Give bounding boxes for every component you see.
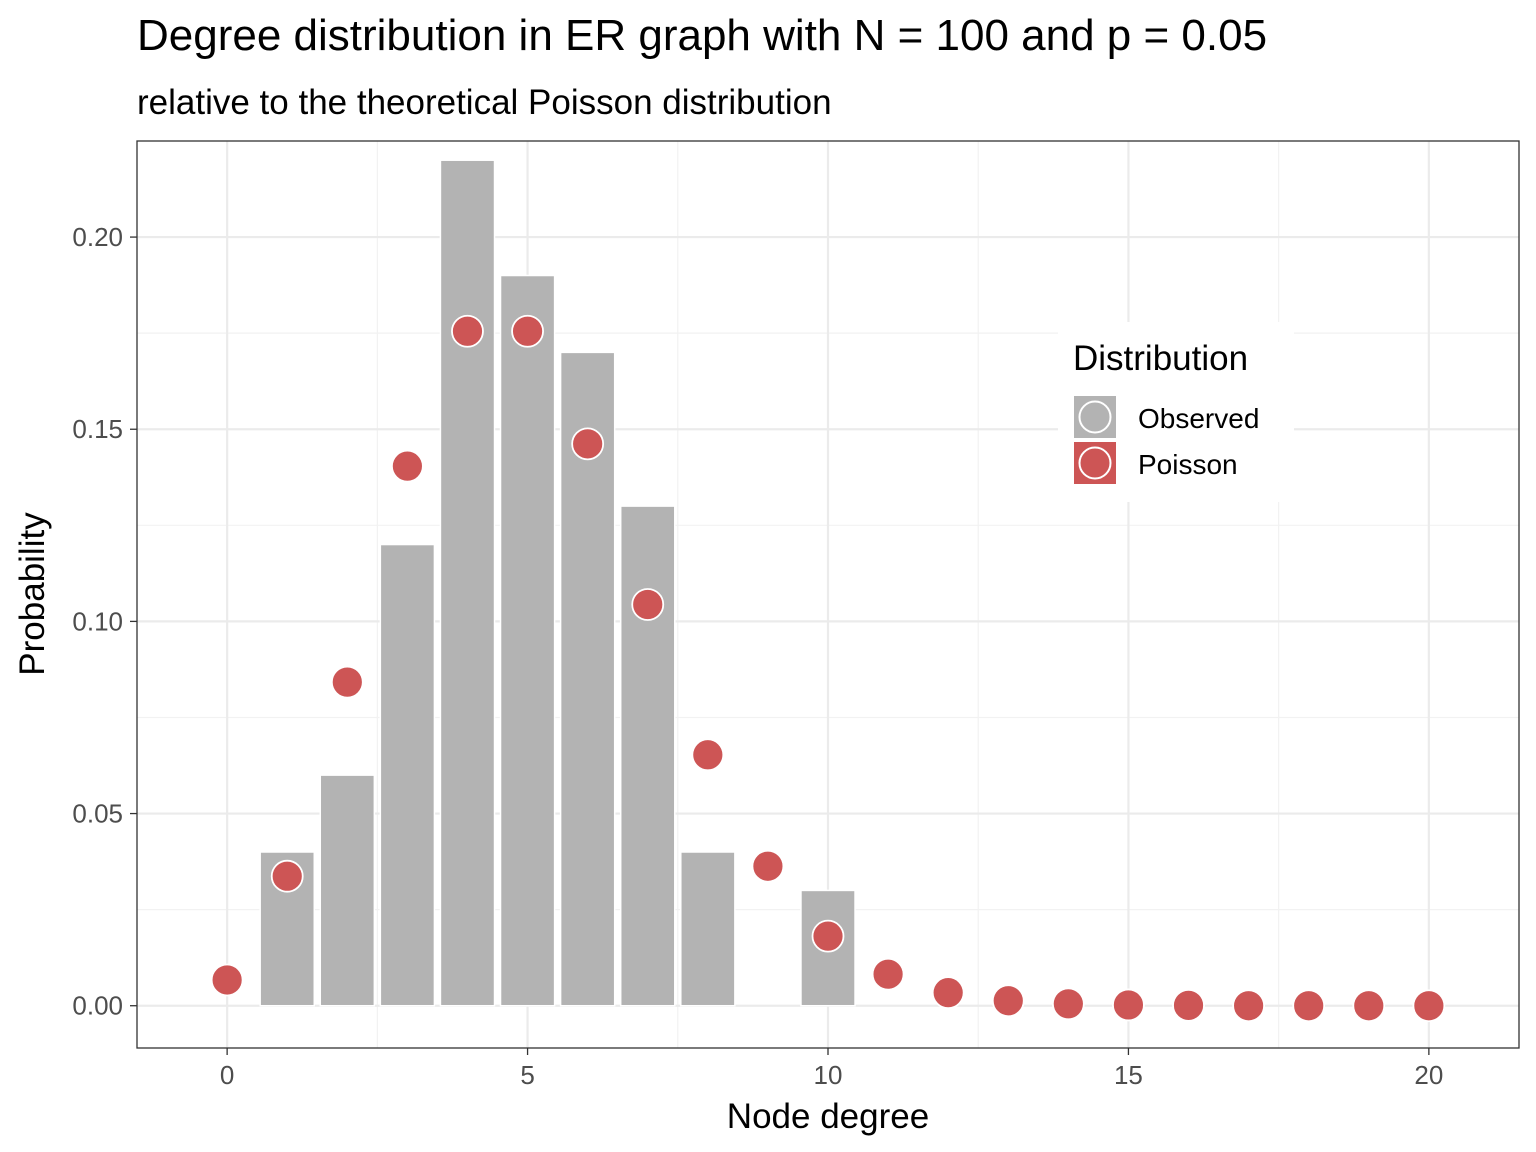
- poisson-point: [871, 957, 905, 991]
- y-tick-label: 0.10: [72, 606, 123, 636]
- poisson-point: [390, 449, 424, 483]
- poisson-point: [270, 859, 304, 893]
- observed-bar: [259, 851, 316, 1007]
- poisson-point: [1292, 989, 1326, 1023]
- poisson-point: [691, 738, 725, 772]
- poisson-point: [1172, 988, 1205, 1022]
- legend-title: Distribution: [1073, 339, 1248, 378]
- observed-bar: [319, 774, 376, 1007]
- poisson-point: [631, 588, 665, 621]
- x-axis: 0 5 10 15 20: [220, 1048, 1443, 1090]
- poisson-point: [511, 314, 544, 348]
- poisson-point: [1051, 987, 1085, 1021]
- observed-bars: [259, 159, 856, 1007]
- poisson-point: [330, 665, 364, 699]
- legend-observed-point-icon: [1078, 400, 1112, 434]
- legend-poisson-point-icon: [1078, 446, 1112, 480]
- observed-bar: [499, 274, 556, 1007]
- y-tick-label: 0.20: [72, 222, 123, 252]
- y-axis: 0.00 0.05 0.10 0.15 0.20: [72, 222, 137, 1021]
- poisson-point: [1412, 989, 1446, 1023]
- poisson-point: [931, 976, 965, 1010]
- observed-bar: [439, 159, 496, 1007]
- legend-label-poisson: Poisson: [1138, 449, 1238, 480]
- observed-bar: [619, 505, 676, 1007]
- y-tick-label: 0.00: [72, 991, 123, 1021]
- y-tick-label: 0.15: [72, 414, 123, 444]
- x-tick-label: 0: [220, 1060, 234, 1090]
- poisson-point: [991, 984, 1025, 1018]
- x-tick-label: 20: [1414, 1060, 1443, 1090]
- poisson-point: [451, 314, 484, 348]
- poisson-point: [210, 963, 244, 997]
- y-tick-label: 0.05: [72, 799, 123, 829]
- x-axis-title: Node degree: [727, 1097, 929, 1136]
- observed-bar: [559, 351, 616, 1007]
- plot-area: [136, 140, 1520, 1049]
- poisson-point: [811, 919, 845, 953]
- poisson-point: [1232, 989, 1266, 1023]
- poisson-point: [751, 849, 785, 883]
- legend-label-observed: Observed: [1138, 403, 1259, 434]
- y-axis-title: Probability: [13, 512, 52, 676]
- x-tick-label: 15: [1114, 1060, 1143, 1090]
- chart-title: Degree distribution in ER graph with N =…: [137, 11, 1267, 60]
- poisson-points: [210, 314, 1446, 1023]
- observed-bar: [680, 851, 736, 1007]
- x-tick-label: 5: [520, 1060, 534, 1090]
- chart-subtitle: relative to the theoretical Poisson dist…: [137, 83, 832, 122]
- poisson-point: [1352, 989, 1386, 1023]
- observed-bar: [379, 543, 436, 1007]
- poisson-point: [571, 427, 605, 461]
- poisson-point: [1112, 988, 1145, 1022]
- x-tick-label: 10: [814, 1060, 843, 1090]
- legend: Distribution Observed Poisson: [1058, 322, 1294, 502]
